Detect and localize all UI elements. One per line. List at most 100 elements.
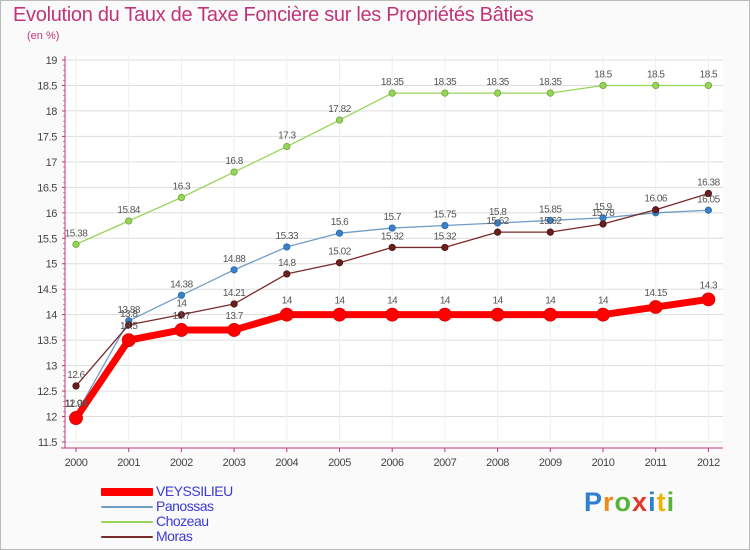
- y-tick-label: 17: [46, 157, 58, 169]
- data-point: [388, 224, 396, 232]
- y-tick-label: 18: [46, 106, 58, 118]
- data-label: 15.84: [117, 205, 140, 216]
- data-label: 14: [176, 299, 187, 310]
- logo-letter: i: [666, 487, 676, 517]
- data-label: 15.62: [539, 216, 562, 227]
- legend-label: Chozeau: [156, 513, 209, 529]
- data-label: 14: [493, 296, 504, 307]
- data-label: 18.5: [700, 69, 718, 80]
- y-tick-label: 11.5: [38, 437, 57, 449]
- y-axis-unit: (en %): [27, 30, 60, 42]
- data-point: [177, 193, 185, 202]
- x-tick-label: 2003: [223, 457, 246, 469]
- y-tick-label: 13.5: [37, 335, 57, 347]
- data-point: [543, 307, 558, 322]
- data-label: 15.38: [65, 228, 88, 239]
- data-point: [652, 206, 660, 214]
- data-label: 13.5: [120, 321, 138, 332]
- legend-label: Panossas: [156, 498, 214, 514]
- data-label: 12.04: [65, 398, 88, 409]
- data-label: 15.78: [592, 208, 615, 219]
- data-label: 15.85: [539, 204, 562, 215]
- data-label: 13.88: [117, 305, 140, 316]
- data-label: 13.8: [120, 309, 138, 320]
- data-label: 14.38: [170, 279, 193, 290]
- data-point: [704, 81, 713, 90]
- y-tick-label: 15: [46, 259, 58, 271]
- data-label: 14: [440, 296, 451, 307]
- y-tick-label: 12: [46, 412, 58, 424]
- proxiti-logo: Proxiti: [584, 487, 675, 518]
- y-tick-label: 17.5: [37, 131, 57, 143]
- data-point: [490, 307, 505, 322]
- data-label: 17.3: [278, 131, 296, 142]
- data-point: [704, 189, 713, 198]
- data-point: [335, 229, 344, 237]
- data-point: [174, 323, 189, 337]
- data-label: 18.35: [381, 77, 404, 88]
- data-label: 15.6: [331, 217, 349, 228]
- data-label: 14: [598, 296, 609, 307]
- data-label: 12.6: [67, 370, 85, 381]
- data-point: [332, 307, 347, 322]
- legend-swatch: [101, 520, 153, 523]
- data-point: [283, 270, 291, 278]
- legend-label: VEYSSILIEU: [156, 483, 233, 499]
- data-point: [69, 411, 83, 425]
- data-point: [652, 81, 660, 90]
- data-label: 16.3: [173, 182, 191, 193]
- data-point: [437, 307, 452, 322]
- data-point: [701, 292, 716, 307]
- x-tick-label: 2000: [65, 457, 88, 469]
- data-label: 15.8: [489, 207, 507, 218]
- y-tick-label: 19: [46, 55, 58, 67]
- data-label: 14: [545, 296, 556, 307]
- data-point: [546, 228, 554, 236]
- data-label: 16.38: [697, 177, 720, 188]
- data-point: [335, 259, 344, 267]
- data-point: [335, 116, 344, 124]
- data-label: 14: [282, 296, 293, 307]
- data-label: 15.02: [328, 247, 351, 258]
- data-label: 11.97: [65, 399, 88, 410]
- data-point: [385, 307, 400, 322]
- data-point: [546, 89, 554, 97]
- data-point: [279, 307, 294, 322]
- data-point: [177, 311, 185, 319]
- data-point: [227, 323, 242, 337]
- y-tick-label: 16.5: [37, 182, 57, 194]
- y-tick-label: 13: [46, 361, 58, 373]
- y-tick-label: 16: [46, 208, 58, 220]
- data-label: 14.21: [223, 288, 246, 299]
- x-tick-label: 2005: [328, 457, 351, 469]
- data-point: [72, 382, 80, 390]
- legend-item-veyssilieu: VEYSSILIEU: [101, 484, 233, 499]
- data-point: [230, 168, 238, 176]
- data-point: [599, 220, 607, 228]
- legend-item-panossas: Panossas: [101, 499, 233, 514]
- data-label: 15.7: [383, 212, 401, 223]
- data-point: [177, 291, 185, 299]
- legend-swatch: [101, 535, 153, 538]
- y-tick-label: 12.5: [37, 386, 57, 398]
- data-label: 18.35: [486, 77, 509, 88]
- data-point: [704, 206, 713, 214]
- legend-item-moras: Moras: [101, 529, 233, 544]
- data-label: 15.32: [381, 231, 404, 242]
- x-tick-label: 2004: [275, 457, 298, 469]
- data-point: [230, 266, 238, 274]
- data-label: 16.8: [225, 156, 243, 167]
- data-point: [283, 243, 291, 251]
- data-point: [493, 228, 502, 236]
- data-label: 14.8: [278, 258, 296, 269]
- x-tick-label: 2008: [486, 457, 509, 469]
- data-point: [493, 219, 502, 227]
- logo-letter: o: [614, 487, 633, 517]
- data-label: 13.7: [225, 311, 243, 322]
- data-label: 18.5: [647, 69, 665, 80]
- legend-label: Moras: [156, 528, 193, 544]
- data-point: [283, 142, 291, 151]
- logo-letter: t: [656, 487, 667, 517]
- data-label: 18.5: [594, 69, 612, 80]
